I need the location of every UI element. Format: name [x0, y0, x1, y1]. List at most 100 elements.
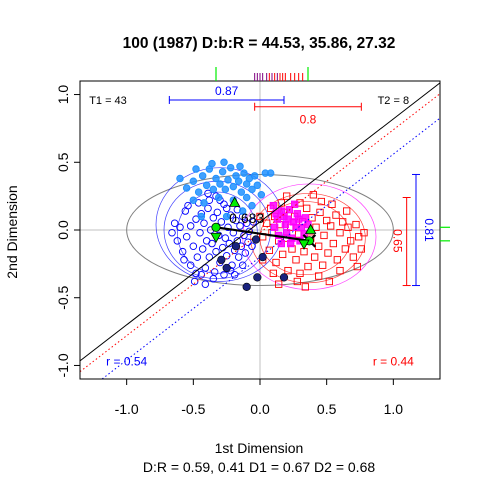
data-point [186, 261, 195, 269]
data-point [249, 218, 258, 226]
data-point [186, 222, 195, 230]
y-tick-label: 1.0 [55, 85, 71, 105]
data-point [283, 192, 291, 200]
data-point [220, 158, 228, 167]
data-point [315, 272, 323, 280]
data-point [190, 277, 199, 286]
y-tick-label: 0.5 [55, 152, 71, 172]
abstainer-point [251, 235, 261, 244]
center-distance-label: 0.683 [229, 210, 264, 226]
data-point [230, 270, 239, 279]
data-point [284, 215, 292, 223]
data-point [210, 268, 219, 276]
data-point [312, 223, 320, 231]
data-point [214, 193, 223, 202]
t1-label: T1 = 43 [89, 95, 127, 107]
y-tick-label: -0.5 [55, 285, 71, 309]
data-point [320, 231, 328, 240]
annotations: T1 = 43 T2 = 8 0.87 0.8 r = 0.54 r = 0.44 0.68… [89, 84, 436, 368]
contour-ellipse [250, 193, 366, 284]
chart-subtitle: D:R = 0.59, 0.41 D1 = 0.67 D2 = 0.68 [143, 459, 376, 475]
x-tick-label: 0.5 [317, 401, 337, 417]
data-point [189, 242, 198, 251]
data-point [220, 270, 228, 279]
data-point [182, 233, 191, 241]
data-point [344, 223, 352, 231]
data-point [250, 172, 259, 180]
r-right-label: r = 0.44 [373, 354, 414, 368]
data-point [347, 237, 355, 245]
data-point [238, 261, 247, 269]
r-left-label: r = 0.54 [106, 354, 147, 368]
data-point [349, 253, 357, 261]
data-point [201, 280, 210, 288]
data-point [275, 280, 283, 288]
data-point [204, 189, 212, 198]
centroid-point [228, 196, 241, 207]
data-point [192, 165, 200, 173]
data-point [173, 237, 182, 245]
data-point [248, 242, 256, 251]
abstainer-point [231, 242, 241, 251]
data-point [266, 169, 275, 177]
data-point [240, 169, 248, 177]
data-point [308, 214, 316, 222]
data-point [303, 204, 311, 212]
centroid-connector [215, 226, 310, 242]
data-point [222, 204, 231, 213]
data-point [244, 238, 252, 246]
data-point [229, 182, 238, 191]
red-vertical-label: 0.65 [391, 229, 405, 253]
data-point [212, 174, 220, 183]
data-point [198, 172, 207, 180]
data-point [279, 250, 287, 259]
data-point [324, 249, 332, 257]
data-point [265, 246, 273, 254]
data-point [301, 283, 309, 291]
data-point [241, 249, 250, 257]
data-point [295, 215, 303, 223]
data-point [256, 212, 264, 221]
data-point [194, 188, 203, 196]
data-point [272, 258, 280, 267]
data-point [323, 216, 331, 225]
data-point [202, 181, 211, 190]
data-point [196, 228, 204, 237]
data-point [189, 177, 198, 185]
data-point [200, 199, 208, 207]
axes: -1.0 -0.5 0.0 0.5 1.0 -1.0 -0.5 0.0 0.5 1.0 [55, 67, 450, 417]
abstainer-point [222, 263, 231, 273]
data-point [343, 207, 351, 215]
x-axis-label: 1st Dimension [215, 440, 304, 456]
data-point [292, 256, 300, 264]
data-point [287, 239, 295, 248]
data-point [176, 223, 184, 232]
data-point [248, 201, 256, 210]
data-point [357, 245, 365, 253]
data-point [317, 197, 325, 206]
data-point [236, 162, 244, 171]
centroid-point [210, 232, 222, 244]
data-point [339, 218, 347, 226]
centroid-point [298, 239, 310, 250]
abstainer-point [217, 255, 226, 264]
plot-area [80, 81, 440, 379]
data-point [253, 181, 262, 190]
data-point [189, 196, 198, 204]
data-point [208, 159, 216, 168]
y-tick-label: -1.0 [55, 353, 71, 377]
data-point [237, 188, 246, 196]
data-point [209, 185, 218, 194]
blue-vertical-label: 0.81 [422, 218, 436, 242]
data-point [226, 163, 235, 172]
data-point [236, 222, 244, 230]
data-point [291, 200, 299, 208]
blue-horizontal-label: 0.87 [215, 84, 239, 98]
data-point [216, 180, 224, 188]
data-point [212, 247, 220, 256]
x-tick-label: 1.0 [384, 401, 404, 417]
data-point [213, 208, 222, 217]
abstainer-point [279, 273, 289, 282]
